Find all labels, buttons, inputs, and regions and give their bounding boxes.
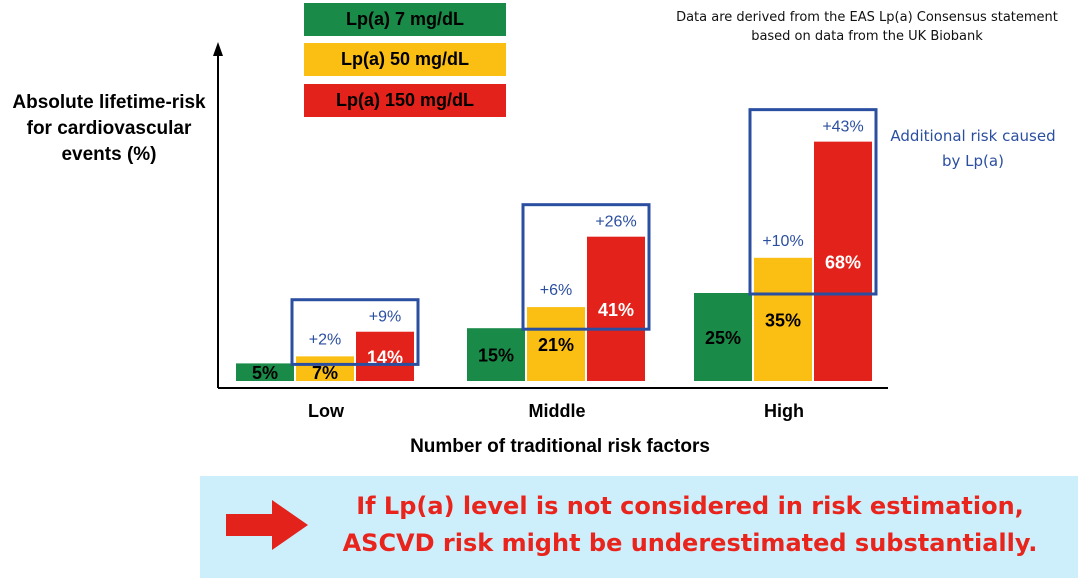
- category-label-middle: Middle: [529, 401, 586, 421]
- bar-high-series-2: [814, 141, 872, 381]
- y-axis-arrow-icon: [213, 42, 223, 56]
- bar-high-series-0: [694, 293, 752, 381]
- value-label-low-1: 7%: [312, 363, 338, 383]
- value-label-middle-2: 41%: [598, 300, 634, 320]
- additional-risk-150-high: +43%: [822, 119, 863, 136]
- banner-line-2: ASCVD risk might be underestimated subst…: [342, 529, 1038, 557]
- x-axis-title: Number of traditional risk factors: [410, 436, 710, 457]
- bar-middle-series-2: [587, 236, 645, 381]
- value-label-high-1: 35%: [765, 310, 801, 330]
- bar-low-series-1: [296, 356, 354, 381]
- category-label-high: High: [764, 401, 804, 421]
- legend-lp-7: Lp(a) 7 mg/dL: [304, 3, 506, 36]
- additional-risk-box-low: [290, 298, 420, 366]
- value-label-high-0: 25%: [705, 328, 741, 348]
- bar-low-series-0: [236, 363, 294, 381]
- additional-risk-box-middle: [521, 203, 651, 331]
- y-axis-label: Absolute lifetime-risk for cardiovascula…: [12, 92, 206, 165]
- bar-middle-series-1: [527, 307, 585, 381]
- category-label-low: Low: [308, 401, 345, 421]
- right-arrow-icon: [226, 500, 308, 550]
- banner-text: If Lp(a) level is not considered in risk…: [320, 488, 1060, 562]
- additional-risk-150-middle: +26%: [595, 214, 636, 231]
- value-label-low-0: 5%: [252, 363, 278, 383]
- additional-risk-box-high: [748, 108, 878, 296]
- value-label-middle-1: 21%: [538, 335, 574, 355]
- legend-lp-150: Lp(a) 150 mg/dL: [304, 84, 506, 117]
- legend-lp-50: Lp(a) 50 mg/dL: [304, 43, 506, 76]
- warning-banner: If Lp(a) level is not considered in risk…: [200, 476, 1078, 578]
- additional-risk-150-low: +9%: [369, 309, 401, 326]
- banner-line-1: If Lp(a) level is not considered in risk…: [356, 492, 1024, 520]
- source-note: Data are derived from the EAS Lp(a) Cons…: [676, 10, 1058, 44]
- value-label-middle-0: 15%: [478, 346, 514, 366]
- value-label-low-2: 14%: [367, 347, 403, 367]
- value-label-high-2: 68%: [825, 252, 861, 272]
- bar-middle-series-0: [467, 328, 525, 381]
- additional-risk-50-low: +2%: [309, 331, 341, 348]
- bar-high-series-1: [754, 257, 812, 381]
- bar-low-series-2: [356, 331, 414, 381]
- bar-chart: 5% 7% 14% Low 15% 21% 41% Middle 25% 35% 68% High +2…: [213, 42, 888, 421]
- additional-risk-50-middle: +6%: [540, 282, 572, 299]
- additional-risk-50-high: +10%: [762, 233, 803, 250]
- additional-risk-note: Additional risk caused by Lp(a): [890, 127, 1056, 170]
